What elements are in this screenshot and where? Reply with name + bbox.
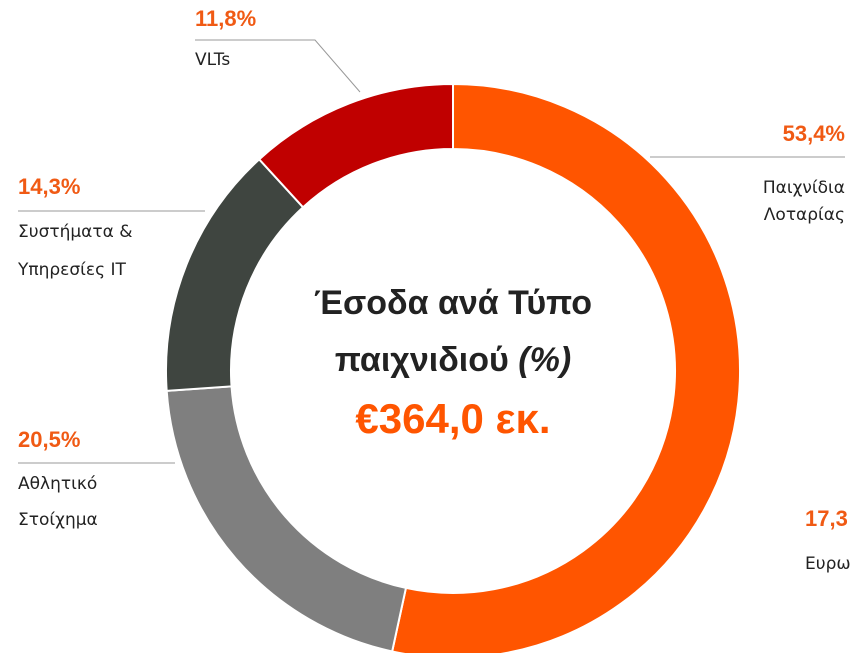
value-label: 11,8% — [195, 6, 256, 31]
value-label: 14,3% — [18, 174, 80, 199]
value-label: 53,4% — [783, 121, 845, 146]
leader-line — [195, 39, 361, 93]
center-title: Έσοδα ανά Τύπο — [314, 284, 592, 322]
annotation: Ευρω — [805, 554, 851, 574]
category-label: Λοταρίας — [764, 205, 845, 225]
category-label: Αθλητικό — [18, 474, 97, 494]
center-unit: (%) — [518, 341, 571, 379]
donut-segment — [257, 82, 454, 209]
center-subtitle-line: παιχνιδιού (%) — [335, 341, 571, 379]
category-label: Συστήματα & — [18, 222, 132, 242]
category-label: VLTs — [195, 50, 230, 70]
center-subtitle: παιχνιδιού — [335, 341, 509, 379]
value-label: 20,5% — [18, 427, 80, 452]
category-label: Παιχνίδια — [763, 178, 845, 198]
donut-segment — [165, 157, 305, 392]
annotation: 17,3 — [805, 506, 848, 531]
center-total: €364,0 εκ. — [355, 395, 550, 442]
category-label: Υπηρεσίες IT — [17, 260, 126, 280]
donut-segment — [390, 82, 741, 653]
category-label: Στοίχημα — [18, 510, 98, 530]
